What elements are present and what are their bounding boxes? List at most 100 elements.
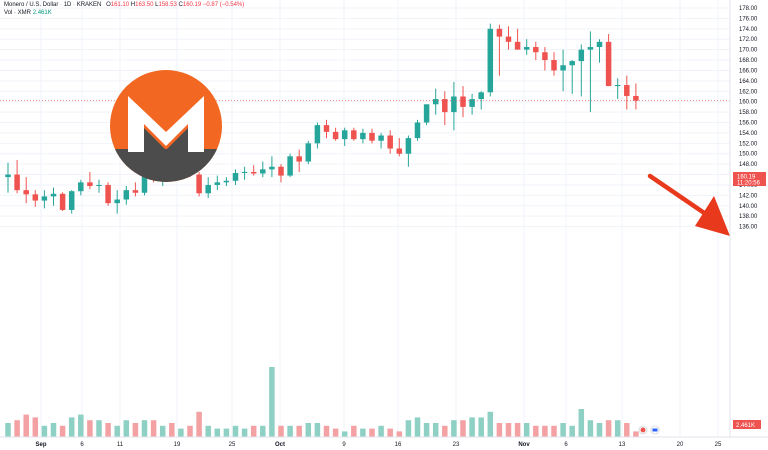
last-volume-value: 2.461K (736, 423, 755, 429)
time-tick-label: 11 (117, 442, 124, 448)
candle-body (32, 194, 39, 201)
volume-bar (587, 420, 594, 437)
volume-bars (5, 367, 639, 437)
volume-bar (159, 425, 166, 437)
candle-body (269, 166, 275, 170)
time-tick-label: Oct (275, 442, 285, 448)
volume-bar (41, 425, 48, 437)
volume-bar (560, 423, 566, 437)
price-tick-label: 158.00 (739, 110, 758, 116)
candle-body (533, 47, 539, 53)
candle-body (241, 171, 248, 173)
candle-body (523, 47, 530, 50)
candle-body (323, 125, 330, 132)
volume-bar (105, 423, 111, 437)
volume-bar (132, 423, 139, 437)
time-tick-label: 9 (342, 442, 346, 448)
volume-bar (250, 425, 257, 437)
volume-bar (296, 425, 302, 437)
time-tick-label: 16 (395, 442, 402, 448)
open-value: 161.10 (110, 2, 130, 8)
volume-bar (59, 425, 66, 437)
high-label: H (130, 2, 136, 8)
price-tick-label: 170.00 (739, 48, 758, 54)
volume-bar (196, 411, 202, 437)
volume-bar (68, 417, 75, 437)
volume-bar (432, 423, 439, 437)
volume-bar (533, 425, 539, 437)
time-tick-label: 23 (453, 442, 460, 448)
candle-body (414, 122, 421, 139)
price-tick-label: 136.00 (739, 225, 758, 231)
volume-bar (569, 425, 575, 437)
price-candles (5, 23, 639, 214)
chart-grid (0, 0, 730, 437)
last-price-tag (733, 172, 766, 186)
volume-value: 2.461K (32, 10, 52, 16)
volume-bar (150, 420, 157, 437)
price-axis[interactable]: 136.00138.00140.00142.00144.00146.00148.… (729, 0, 758, 437)
candle-body (478, 92, 484, 100)
volume-bar (551, 425, 557, 437)
volume-bar (323, 425, 330, 437)
candle-body (123, 190, 130, 200)
candle-body (351, 130, 357, 140)
candle-body (287, 156, 293, 176)
candle-body (305, 143, 312, 162)
candle-body (87, 182, 93, 186)
price-tick-label: 148.00 (739, 162, 758, 168)
volume-bar (178, 428, 184, 437)
price-tick-label: 172.00 (739, 37, 758, 43)
symbol-name[interactable]: Monero / U.S. Dollar (4, 2, 59, 8)
candle-body (278, 166, 284, 176)
candle-body (260, 169, 266, 174)
time-tick-label: 25 (715, 442, 722, 448)
volume-bar (360, 428, 366, 437)
volume-bar (487, 411, 494, 437)
volume-bar (478, 417, 484, 437)
low-label: L (155, 2, 159, 8)
price-tick-label: 156.00 (739, 121, 758, 127)
time-tick-label: 19 (174, 442, 181, 448)
interval[interactable]: 1D (63, 2, 72, 8)
last-price-value: 160.19 (737, 175, 756, 181)
candle-body (114, 199, 120, 204)
candle-body (223, 180, 230, 183)
volume-bar (14, 420, 20, 437)
volume-bar (460, 420, 466, 437)
volume-bar (605, 420, 612, 437)
volume-label[interactable]: Vol · XMR (4, 10, 32, 16)
volume-bar (287, 425, 293, 437)
volume-bar (332, 428, 339, 437)
candle-body (396, 148, 403, 154)
price-tick-label: 152.00 (739, 141, 758, 147)
volume-bar (169, 423, 175, 437)
price-tick-label: 166.00 (739, 68, 758, 74)
candle-body (296, 156, 302, 162)
candle-body (332, 131, 339, 140)
candle-body (96, 184, 102, 186)
price-tick-label: 162.00 (739, 89, 758, 95)
volume-legend: Vol · XMR 2.461K (4, 10, 52, 16)
candle-body (314, 125, 321, 144)
volume-bar (542, 425, 548, 437)
candle-body (432, 99, 439, 105)
volume-bar (205, 425, 211, 437)
volume-bar (414, 417, 421, 437)
time-axis[interactable]: Sep 6 11 19 25 Oct 9 16 23 Nov 6 13 20 25 (0, 436, 768, 448)
candle-body (633, 95, 639, 101)
candle-body (605, 41, 612, 87)
event-markers[interactable] (638, 425, 660, 435)
price-tick-label: 174.00 (739, 27, 758, 33)
price-tick-label: 150.00 (739, 152, 758, 158)
candle-body (578, 49, 585, 62)
volume-bar (269, 367, 275, 437)
volume-bar (405, 420, 412, 437)
candle-body (460, 96, 466, 107)
candle-body (624, 85, 630, 96)
volume-bar (514, 423, 521, 437)
candle-body (360, 132, 366, 140)
volume-bar (596, 423, 603, 437)
candle-body (105, 184, 111, 204)
monero-logo-icon (110, 70, 222, 182)
